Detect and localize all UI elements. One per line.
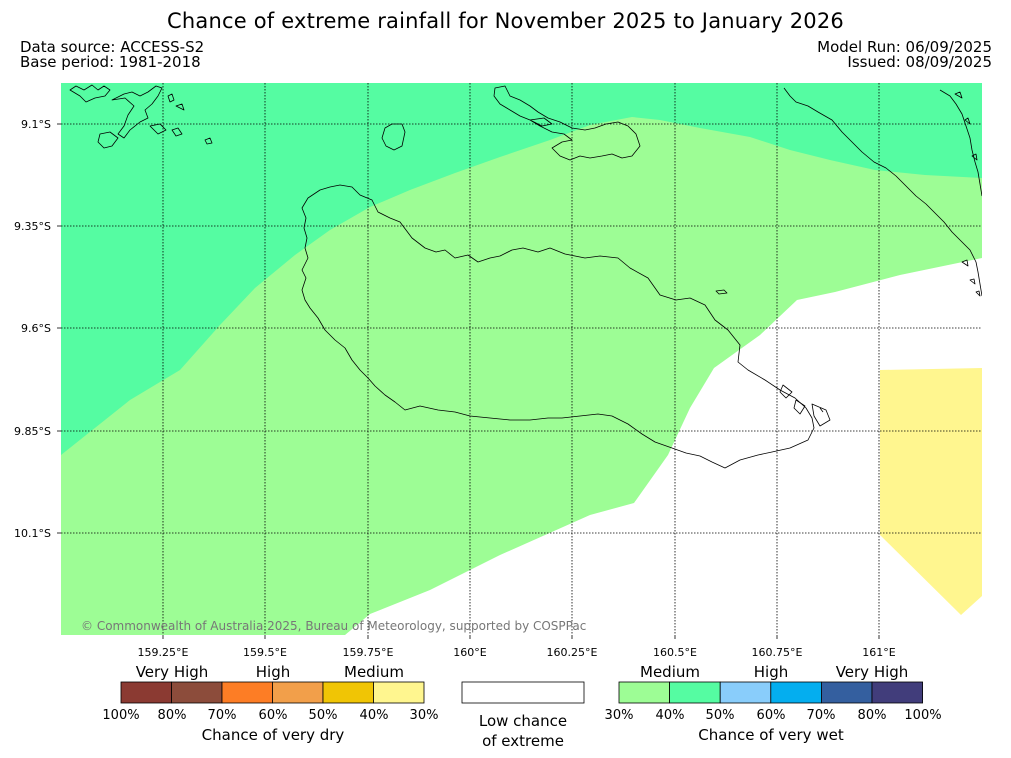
legend-pct: 100%	[102, 708, 139, 723]
lat-label: 9.1°S	[21, 118, 51, 131]
legend-swatch	[373, 681, 425, 704]
longitude-axis: 159.25°E 159.5°E 159.75°E 160°E 160.25°E…	[138, 635, 896, 659]
latitude-axis: 9.1°S 9.35°S 9.6°S 9.85°S 10.1°S	[14, 118, 61, 540]
dry-legend-label: Chance of very dry	[202, 726, 345, 744]
malaita-coast	[783, 87, 982, 297]
legend-swatch	[171, 681, 223, 704]
malaita-islets	[954, 91, 981, 297]
lon-label: 159.75°E	[343, 646, 394, 659]
legend-pct: 30%	[410, 708, 439, 723]
legend-category: Very High	[136, 663, 209, 681]
legend-pct: 70%	[807, 708, 836, 723]
legend-category: Medium	[344, 663, 404, 681]
legend-pct: 70%	[208, 708, 237, 723]
map-plot-area	[61, 83, 982, 635]
legend-pct: 80%	[858, 708, 887, 723]
gridlines	[61, 83, 982, 635]
coastlines	[69, 84, 982, 469]
lon-label: 160°E	[453, 646, 486, 659]
lon-label: 159.5°E	[243, 646, 287, 659]
legend-swatch	[221, 681, 273, 704]
lat-label: 9.85°S	[14, 425, 51, 438]
medium-dry-region	[880, 368, 982, 615]
lon-label: 159.25°E	[138, 646, 189, 659]
legend-swatch	[770, 681, 822, 704]
low-chance-legend: Low chance of extreme	[461, 681, 585, 750]
run-info: Model Run: 06/09/2025 Issued: 08/09/2025	[817, 40, 992, 70]
legend-category: Medium	[640, 663, 700, 681]
legend-swatch	[871, 681, 923, 704]
florida-islands	[493, 85, 641, 161]
eastern-islets	[779, 384, 831, 427]
legend-swatch	[821, 681, 873, 704]
legend-pct: 30%	[605, 708, 634, 723]
lon-label: 160.25°E	[547, 646, 598, 659]
lon-label: 160.75°E	[752, 646, 803, 659]
legend-swatch	[461, 681, 585, 704]
dry-legend: Very High High Medium 100% 80% 70% 60% 5…	[102, 663, 438, 744]
lat-label: 10.1°S	[14, 527, 51, 540]
copyright-notice: © Commonwealth of Australia 2025, Bureau…	[81, 619, 586, 633]
guadalcanal-coast	[301, 184, 815, 469]
low-chance-region	[345, 258, 982, 635]
tiny-islet	[715, 289, 728, 295]
legend-swatch	[618, 681, 670, 704]
legend-swatch	[719, 681, 772, 704]
legend-category: High	[754, 663, 788, 681]
malaita-inner-coast	[939, 89, 982, 197]
legend-pct: 60%	[757, 708, 786, 723]
wet-legend-label: Chance of very wet	[698, 726, 844, 744]
lon-label: 161°E	[862, 646, 895, 659]
legend-swatch	[322, 681, 374, 704]
low-chance-line2: of extreme	[482, 732, 564, 750]
low-chance-line1: Low chance	[479, 712, 567, 730]
base-period: Base period: 1981-2018	[20, 53, 201, 71]
model-run: Model Run: 06/09/2025	[817, 38, 992, 56]
lon-label: 160.5°E	[653, 646, 697, 659]
legend-pct: 40%	[656, 708, 685, 723]
legend-swatch	[120, 681, 172, 704]
legend-pct: 80%	[158, 708, 187, 723]
wet-legend: Medium High Very High 30% 40% 50% 60% 70…	[605, 663, 942, 744]
high-wet-region	[61, 83, 982, 455]
lat-label: 9.35°S	[14, 220, 51, 233]
legend-pct: 60%	[259, 708, 288, 723]
russell-islands	[69, 84, 213, 149]
map-title: Chance of extreme rainfall for November …	[167, 9, 844, 33]
legend-swatch	[272, 681, 324, 704]
legend-pct: 40%	[360, 708, 389, 723]
issued-date: Issued: 08/09/2025	[847, 53, 992, 71]
legend-pct: 100%	[904, 708, 941, 723]
legend-category: High	[256, 663, 290, 681]
legend-swatch	[669, 681, 721, 704]
legend-pct: 50%	[706, 708, 735, 723]
legend-pct: 50%	[309, 708, 338, 723]
lat-label: 9.6°S	[21, 322, 51, 335]
source-info: Data source: ACCESS-S2 Base period: 1981…	[20, 40, 204, 70]
legend-category: Very High	[836, 663, 909, 681]
data-source: Data source: ACCESS-S2	[20, 38, 205, 56]
savo-island	[381, 123, 406, 151]
